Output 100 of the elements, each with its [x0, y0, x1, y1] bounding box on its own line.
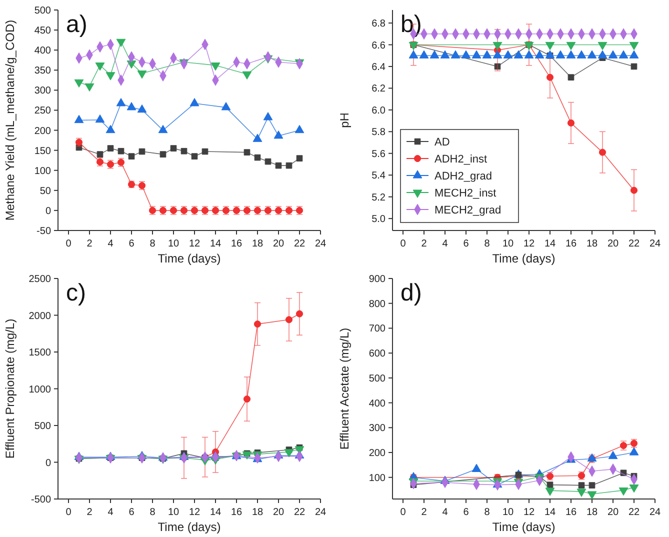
x-tick-label: 0 [66, 507, 72, 518]
y-tick-label: 100 [34, 166, 52, 177]
x-tick-label: 20 [272, 507, 284, 518]
y-tick-label: 1000 [28, 384, 52, 396]
x-tick-label: 24 [649, 238, 661, 250]
y-tick-label: 6.6 [372, 40, 386, 52]
y-tick-label: 600 [368, 348, 386, 360]
x-tick-label: 8 [150, 238, 156, 250]
y-axis-title: Effluent Acetate (mg/L) [338, 328, 352, 450]
x-tick-label: 22 [294, 238, 306, 250]
x-tick-label: 6 [463, 238, 470, 250]
y-tick-label: 450 [34, 26, 52, 37]
x-tick-label: 14 [544, 507, 556, 518]
y-tick-label: 500 [368, 373, 386, 384]
y-tick-label: 800 [368, 298, 386, 310]
y-tick-label: 6.2 [372, 84, 386, 95]
x-tick-label: 10 [168, 238, 180, 250]
x-tick-label: 4 [108, 507, 114, 518]
x-tick-label: 12 [188, 238, 200, 250]
x-tick-label: 2 [421, 238, 428, 250]
x-tick-label: 4 [442, 238, 448, 250]
x-tick-label: 16 [565, 507, 577, 518]
y-tick-label: 2500 [28, 274, 52, 285]
x-tick-label: 20 [607, 238, 619, 250]
y-tick-label: 5.4 [372, 170, 386, 182]
y-tick-label: 350 [34, 66, 52, 77]
x-tick-label: 20 [607, 507, 619, 518]
x-tick-label: 14 [210, 238, 222, 250]
chart-title: b) [400, 11, 422, 38]
x-tick-label: 10 [502, 507, 514, 518]
y-tick-label: 5.2 [372, 192, 386, 204]
x-tick-label: 12 [523, 238, 535, 250]
y-axis-title: pH [338, 112, 352, 128]
x-tick-label: 18 [586, 238, 598, 250]
y-tick-label: 400 [368, 398, 386, 410]
y-tick-label: 700 [368, 324, 386, 335]
x-tick-label: 12 [523, 507, 535, 518]
x-axis-title: Time (days) [492, 520, 556, 534]
x-tick-label: 0 [66, 238, 72, 250]
y-tick-label: 400 [34, 46, 52, 57]
x-tick-label: 24 [649, 507, 661, 518]
y-tick-label: 0 [45, 458, 52, 469]
y-tick-label: 150 [34, 146, 52, 157]
y-tick-label: 900 [368, 274, 386, 285]
y-tick-label: 100 [368, 472, 386, 484]
y-tick-label: -50 [36, 226, 52, 237]
x-tick-label: 18 [586, 507, 598, 518]
y-axis-title: Methane Yield (mL_methane/g_COD) [3, 20, 17, 221]
x-tick-label: 22 [628, 507, 640, 518]
legend-label: ADH2_grad [434, 170, 492, 182]
x-tick-label: 2 [421, 507, 428, 518]
x-tick-label: 22 [628, 238, 640, 250]
y-tick-label: 5.8 [372, 127, 386, 138]
x-tick-label: 16 [230, 238, 242, 250]
legend-label: ADH2_inst [434, 154, 488, 166]
y-tick-label: 0 [45, 206, 52, 217]
x-tick-label: 12 [188, 507, 200, 518]
y-tick-label: -500 [30, 494, 52, 506]
x-tick-label: 24 [314, 507, 326, 518]
y-tick-label: 1500 [28, 348, 52, 358]
y-tick-label: 200 [368, 448, 386, 460]
y-tick-label: 6.0 [372, 105, 386, 116]
y-tick-label: 250 [34, 106, 52, 117]
x-tick-label: 2 [86, 507, 93, 518]
y-tick-label: 2000 [28, 310, 52, 322]
y-tick-label: 500 [34, 6, 52, 16]
chart-title: d) [400, 280, 422, 306]
y-tick-label: 5.6 [372, 148, 386, 160]
x-tick-label: 16 [565, 238, 577, 250]
x-tick-label: 4 [442, 507, 448, 518]
x-tick-label: 8 [484, 507, 490, 518]
x-tick-label: 6 [128, 238, 135, 250]
x-tick-label: 6 [128, 507, 135, 518]
x-tick-label: 16 [230, 507, 242, 518]
x-tick-label: 0 [400, 238, 406, 250]
legend-label: MECH2_grad [434, 204, 502, 216]
y-tick-label: 5.0 [372, 214, 386, 226]
x-tick-label: 6 [463, 507, 470, 518]
chart-title: c) [66, 280, 86, 306]
y-axis-title: Effluent Propionate (mg/L) [3, 318, 17, 459]
x-tick-label: 4 [108, 238, 114, 250]
x-axis-title: Time (days) [158, 520, 221, 534]
x-tick-label: 18 [252, 507, 264, 518]
x-tick-label: 8 [150, 507, 156, 518]
y-tick-label: 300 [368, 423, 386, 434]
x-tick-label: 2 [86, 238, 93, 250]
x-axis-title: Time (days) [158, 252, 221, 266]
x-tick-label: 0 [400, 507, 406, 518]
y-tick-label: 50 [40, 186, 52, 197]
x-tick-label: 14 [210, 507, 222, 518]
legend-label: MECH2_inst [434, 188, 496, 200]
x-tick-label: 10 [168, 507, 180, 518]
x-tick-label: 10 [502, 238, 514, 250]
x-tick-label: 8 [484, 238, 490, 250]
y-tick-label: 6.4 [372, 62, 386, 73]
x-tick-label: 14 [544, 238, 556, 250]
y-tick-label: 200 [34, 126, 52, 137]
legend-label: AD [434, 136, 450, 148]
x-tick-label: 22 [294, 507, 306, 518]
x-tick-label: 24 [314, 238, 326, 250]
